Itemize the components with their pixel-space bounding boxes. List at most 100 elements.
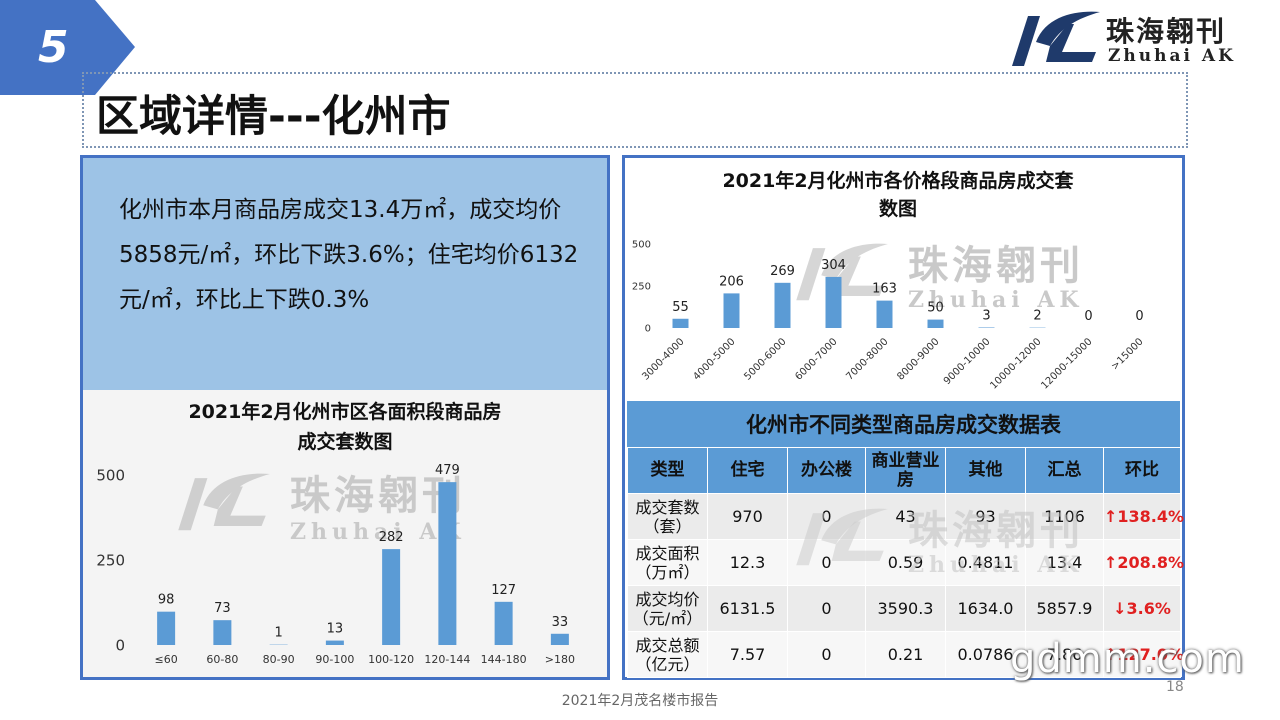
- y-tick-label: 250: [96, 551, 125, 569]
- col-header-residential: 住宅: [707, 447, 788, 494]
- data-label: 55: [672, 300, 689, 315]
- table-cell: 0: [787, 539, 866, 586]
- col-header-other: 其他: [945, 447, 1026, 494]
- data-label: 206: [719, 274, 744, 289]
- x-tick-label: 3000-4000: [640, 336, 686, 382]
- col-header-commercial: 商业营业房: [865, 447, 946, 494]
- y-tick-label: 500: [96, 466, 125, 484]
- chart-title-line: 成交套数图: [297, 430, 392, 453]
- data-label: 163: [872, 282, 897, 297]
- table-row: 成交面积（万㎡） 12.3 0 0.59 0.4811 13.4 ↑208.8%: [627, 539, 1184, 586]
- table-cell: 13.4: [1025, 539, 1104, 586]
- table-cell: 5857.9: [1025, 585, 1104, 632]
- brand-name-cn: 珠海翱刊: [1106, 15, 1227, 48]
- bar-area: [494, 601, 513, 645]
- bar-area: [382, 549, 401, 645]
- table-cell: 970: [707, 493, 788, 540]
- table-cell: 0: [787, 631, 866, 678]
- bar-price: [876, 300, 893, 328]
- mom-cell: ↑138.4%: [1103, 493, 1184, 540]
- data-label: 1: [274, 626, 282, 641]
- table-cell: 6131.5: [707, 585, 788, 632]
- data-label: 3: [982, 308, 990, 323]
- data-label: 50: [927, 301, 944, 316]
- row-label: 成交均价（元/㎡）: [627, 585, 708, 632]
- price-bar-chart: 2021年2月化州市各价格段商品房成交套数图0250500553000-4000…: [632, 169, 1146, 392]
- brand-logo: 珠海翱刊 Zhuhai AK: [1006, 6, 1266, 68]
- slide-number-badge: 5: [0, 0, 135, 95]
- x-tick-label: 4000-5000: [691, 336, 737, 382]
- bar-area: [157, 611, 176, 645]
- table-cell: 0: [787, 493, 866, 540]
- table-cell: 0.21: [865, 631, 946, 678]
- summary-text: 化州市本月商品房成交13.4万㎡，成交均价5858元/㎡，环比下跌3.6%；住宅…: [119, 197, 579, 313]
- mom-cell: ↓3.6%: [1103, 585, 1181, 632]
- table-cell: 3590.3: [865, 585, 946, 632]
- bar-price: [825, 276, 842, 328]
- x-tick-label: 10000-12000: [988, 336, 1043, 391]
- table-cell: 93: [945, 493, 1026, 540]
- x-tick-label: 80-90: [263, 653, 295, 666]
- x-tick-label: 9000-10000: [942, 336, 993, 387]
- data-label: 98: [158, 593, 175, 608]
- data-label: 269: [770, 264, 795, 279]
- table-row: 成交总额（亿元） 7.57 0 0.21 0.0786 7.86 ↑127.0%: [627, 631, 1184, 678]
- y-tick-label: 0: [115, 636, 125, 654]
- table-cell: 7.57: [707, 631, 788, 678]
- mom-cell: ↑208.8%: [1103, 539, 1184, 586]
- table-cell: 0.59: [865, 539, 946, 586]
- data-label: 479: [435, 463, 460, 478]
- table-cell: 0.4811: [945, 539, 1026, 586]
- y-tick-label: 500: [632, 240, 651, 251]
- bar-area: [325, 640, 344, 645]
- data-label: 282: [379, 530, 404, 545]
- table-header-row: 类型 住宅 办公楼 商业营业房 其他 汇总 环比: [627, 447, 1181, 494]
- x-tick-label: 90-100: [315, 653, 354, 666]
- bar-area: [438, 482, 457, 645]
- col-header-mom: 环比: [1103, 447, 1181, 494]
- x-tick-label: 120-144: [424, 653, 470, 666]
- brand-mark-icon: [1012, 11, 1100, 66]
- data-label: 13: [327, 622, 344, 637]
- x-tick-label: >15000: [1109, 336, 1145, 372]
- bar-price: [927, 319, 944, 328]
- data-label: 304: [821, 258, 846, 273]
- table-cell: 0: [787, 585, 866, 632]
- page-number: 18: [1166, 679, 1184, 695]
- y-tick-label: 0: [645, 324, 651, 335]
- chart-title-line: 2021年2月化州市各价格段商品房成交套: [722, 169, 1074, 192]
- x-tick-label: 144-180: [481, 653, 527, 666]
- x-tick-label: >180: [545, 653, 575, 666]
- table-cell: 7.86: [1025, 631, 1104, 678]
- row-label: 成交面积（万㎡）: [627, 539, 708, 586]
- chart-title-line: 数图: [879, 197, 917, 220]
- table-cell: 1106: [1025, 493, 1104, 540]
- col-header-type: 类型: [627, 447, 708, 494]
- mom-cell: ↑127.0%: [1103, 631, 1184, 678]
- bar-area: [550, 633, 569, 645]
- badge-arrow-shape: [0, 0, 135, 95]
- bar-price: [978, 327, 995, 328]
- data-label: 0: [1084, 309, 1092, 324]
- data-label: 33: [552, 615, 569, 630]
- data-label: 73: [214, 601, 231, 616]
- title-frame: [82, 72, 1188, 148]
- footer-report-name: 2021年2月茂名楼市报告: [561, 693, 719, 709]
- col-header-office: 办公楼: [787, 447, 866, 494]
- x-tick-label: 100-120: [368, 653, 414, 666]
- x-tick-label: 6000-7000: [793, 336, 839, 382]
- data-label: 0: [1135, 309, 1143, 324]
- x-tick-label: 8000-9000: [895, 336, 941, 382]
- x-tick-label: 12000-15000: [1039, 336, 1094, 391]
- row-label: 成交总额（亿元）: [627, 631, 708, 678]
- page-title: 区域详情---化州市: [96, 92, 451, 142]
- site-watermark: gdmm.com: [1010, 636, 1245, 682]
- slide-number: 5: [38, 22, 69, 73]
- x-tick-label: 60-80: [206, 653, 238, 666]
- table-title: 化州市不同类型商品房成交数据表: [627, 401, 1180, 447]
- data-label: 127: [491, 583, 516, 598]
- bar-price: [723, 293, 740, 328]
- bar-price: [672, 318, 689, 328]
- x-tick-label: 7000-8000: [844, 336, 890, 382]
